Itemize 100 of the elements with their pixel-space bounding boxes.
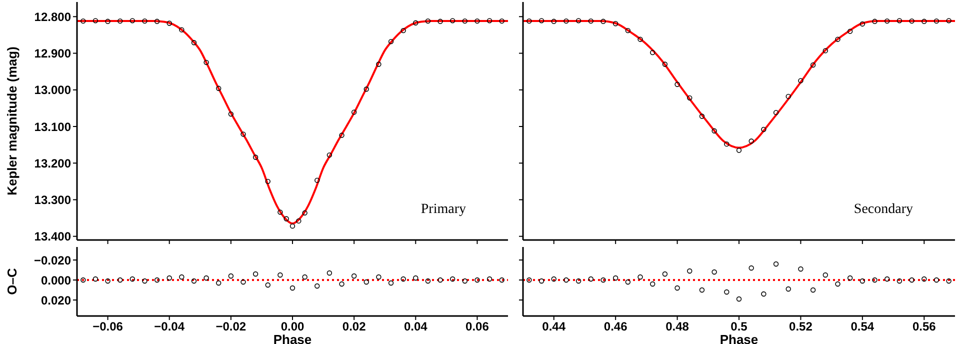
x-tick-label: 0.46 <box>604 320 628 334</box>
point <box>822 272 828 278</box>
point <box>712 269 717 275</box>
point <box>314 178 320 183</box>
point <box>526 18 532 24</box>
point <box>662 62 668 67</box>
point <box>204 60 209 66</box>
point <box>847 28 853 34</box>
point <box>413 275 418 281</box>
point <box>326 270 332 276</box>
point <box>896 278 902 284</box>
point <box>650 281 656 287</box>
point <box>761 126 766 132</box>
point <box>946 18 952 24</box>
point <box>204 275 209 281</box>
point <box>80 277 86 283</box>
point <box>724 141 730 147</box>
point <box>612 21 618 26</box>
point <box>296 218 302 224</box>
point <box>130 18 136 24</box>
point <box>810 287 816 293</box>
point <box>438 277 443 283</box>
point <box>228 273 234 279</box>
point <box>462 278 468 284</box>
point <box>576 278 582 284</box>
point <box>884 18 890 24</box>
point <box>699 287 705 293</box>
point <box>600 277 606 283</box>
x-tick-label: 0.56 <box>912 320 936 334</box>
point <box>364 279 369 285</box>
point <box>339 132 344 138</box>
point <box>216 86 222 92</box>
point <box>588 276 594 282</box>
point <box>934 277 940 283</box>
point <box>278 210 283 215</box>
point <box>564 277 569 283</box>
point <box>687 95 692 101</box>
point <box>860 278 866 284</box>
point <box>474 18 480 24</box>
point <box>773 261 779 267</box>
point <box>314 283 320 289</box>
point <box>351 110 357 115</box>
point <box>154 277 160 283</box>
point <box>600 18 606 24</box>
point <box>228 111 234 117</box>
point <box>290 285 296 291</box>
point <box>724 289 730 295</box>
point <box>462 18 468 24</box>
x-tick-label: 0.06 <box>466 320 490 334</box>
point <box>240 279 246 285</box>
point <box>934 18 940 24</box>
annotation: Primary <box>420 202 466 218</box>
point <box>80 18 86 24</box>
y-tick-label: −0.020 <box>34 253 72 268</box>
point <box>142 18 148 24</box>
point <box>499 277 504 283</box>
y-axis-title: Kepler magnitude (mag) <box>4 46 20 196</box>
point <box>486 18 492 24</box>
point <box>376 274 382 280</box>
x-axis-title: Phase <box>273 332 312 344</box>
point <box>822 48 828 54</box>
point <box>699 114 705 119</box>
x-tick-label: 0.54 <box>850 320 874 334</box>
x-tick-label: 0.48 <box>666 320 690 334</box>
point <box>748 265 754 271</box>
point <box>736 296 742 302</box>
y-tick-label: 13.100 <box>34 120 72 134</box>
point <box>922 18 927 24</box>
y-tick-label: 13.400 <box>34 230 72 244</box>
point <box>130 276 136 282</box>
point <box>105 18 110 24</box>
point <box>860 21 866 27</box>
point <box>486 276 492 282</box>
point <box>252 271 258 277</box>
point <box>351 273 357 279</box>
x-tick-label: 0.02 <box>342 320 366 334</box>
point <box>526 277 532 283</box>
point <box>118 277 123 283</box>
point <box>551 18 556 24</box>
point <box>339 281 344 287</box>
point <box>946 278 952 284</box>
point <box>92 276 98 282</box>
point <box>662 271 668 277</box>
point <box>687 268 692 274</box>
x-tick-label: 0.04 <box>404 320 428 334</box>
point <box>625 279 631 285</box>
point <box>450 18 456 24</box>
point <box>551 276 556 282</box>
x-tick-label: −0.04 <box>154 320 185 334</box>
point <box>265 178 270 184</box>
point <box>588 18 594 24</box>
point <box>105 278 110 284</box>
point <box>884 276 890 282</box>
point <box>388 38 394 44</box>
point <box>302 274 308 280</box>
x-axis-title: Phase <box>720 332 758 344</box>
point <box>364 86 369 92</box>
point <box>625 28 631 34</box>
point <box>438 18 443 24</box>
point <box>638 36 643 42</box>
